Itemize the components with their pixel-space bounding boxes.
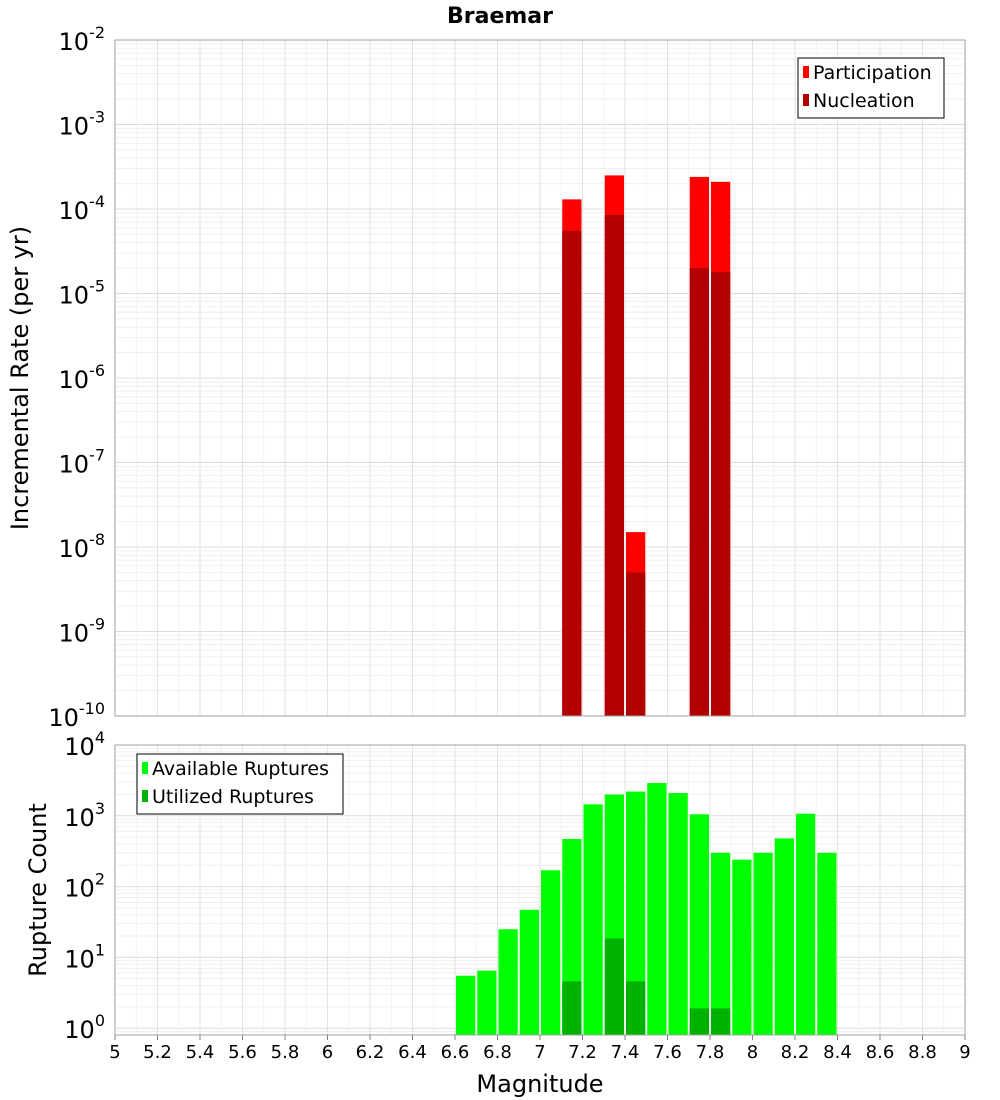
legend-swatch [142,790,148,802]
x-tick-label: 8.2 [781,1042,810,1063]
x-tick-label: 5.8 [271,1042,300,1063]
bottom-bar-available-ruptures [817,852,837,1035]
bottom-bar-available-ruptures [519,909,539,1035]
top-bar-nucleation [604,214,624,716]
legend-label: Participation [813,62,932,84]
top-legend-box [797,57,945,119]
bottom-bar-utilized-ruptures [562,981,582,1035]
top-bar-nucleation [626,572,646,716]
x-tick-label: 6.8 [483,1042,512,1063]
bottom-bar-available-ruptures [689,814,709,1035]
x-tick-label: 6.6 [441,1042,470,1063]
top-bar-nucleation [562,230,582,717]
top-y-tick-label: 10-7 [59,446,106,479]
bottom-legend-box [136,753,344,815]
bottom-bar-utilized-ruptures [689,1008,709,1035]
x-tick-label: 5 [109,1042,120,1063]
bottom-y-tick-label: 100 [64,1011,105,1044]
top-y-tick-label: 10-9 [59,615,106,648]
legend-swatch [803,66,809,78]
bottom-bar-utilized-ruptures [626,981,646,1035]
x-tick-label: 6.2 [356,1042,385,1063]
x-tick-label: 8 [747,1042,758,1063]
bottom-bar-available-ruptures [647,783,667,1035]
bottom-y-tick-label: 103 [64,799,105,832]
x-axis-label: Magnitude [476,1070,603,1098]
top-y-tick-label: 10-4 [59,192,106,225]
x-tick-label: 8.4 [823,1042,852,1063]
chart-title: Braemar [447,4,553,29]
bottom-bar-available-ruptures [456,975,476,1035]
bottom-bar-available-ruptures [774,838,794,1035]
x-tick-label: 7.2 [568,1042,597,1063]
bottom-y-tick-label: 101 [64,940,105,973]
x-tick-label: 5.6 [228,1042,257,1063]
top-y-tick-label: 10-8 [59,530,106,563]
x-tick-label: 8.8 [908,1042,937,1063]
bottom-bar-available-ruptures [498,929,518,1035]
bottom-bar-available-ruptures [732,859,752,1035]
x-tick-label: 7.8 [696,1042,725,1063]
bottom-bar-available-ruptures [796,813,816,1035]
legend-swatch [803,94,809,106]
top-y-tick-label: 10-5 [59,277,106,310]
top-y-tick-label: 10-6 [59,361,106,394]
x-tick-label: 6.4 [398,1042,427,1063]
x-tick-label: 7.6 [653,1042,682,1063]
bottom-bar-utilized-ruptures [711,1008,731,1035]
bottom-legend: Available Ruptures Utilized Ruptures [136,753,344,815]
bottom-bar-available-ruptures [711,852,731,1035]
top-y-tick-label: 10-2 [59,23,106,56]
bottom-y-tick-label: 104 [64,728,105,761]
x-tick-label: 8.6 [866,1042,895,1063]
x-tick-label: 7 [534,1042,545,1063]
bottom-bar-available-ruptures [753,852,773,1035]
bottom-bar-utilized-ruptures [604,938,624,1035]
top-legend: Participation Nucleation [797,57,945,119]
legend-label: Utilized Ruptures [152,786,314,808]
legend-label: Nucleation [813,90,915,112]
plot-area-group: 10-10 10-9 10-8 10-7 10-6 10-5 10-4 10-3 10-2 Par… [48,23,970,1063]
top-panel: 10-10 10-9 10-8 10-7 10-6 10-5 10-4 10-3 10-2 Par… [48,23,966,732]
top-y-tick-label: 10-10 [48,699,105,732]
bottom-bar-available-ruptures [626,791,646,1035]
bottom-bar-available-ruptures [583,804,603,1035]
bottom-bar-available-ruptures [477,970,497,1035]
bottom-bar-available-ruptures [541,870,561,1035]
x-tick-label: 6 [322,1042,333,1063]
x-tick-label: 5.2 [143,1042,172,1063]
x-tick-label: 7.4 [611,1042,640,1063]
top-y-axis-label: Incremental Rate (per yr) [6,226,34,530]
top-bar-nucleation [689,268,709,716]
bottom-bar-available-ruptures [668,792,688,1035]
top-plot-frame [114,39,966,717]
legend-label: Available Ruptures [152,758,329,780]
top-bar-nucleation [711,271,731,716]
bottom-y-tick-label: 102 [64,870,105,903]
x-tick-label: 9 [959,1042,970,1063]
top-y-tick-label: 10-3 [59,108,106,141]
bottom-panel: 100 101 102 103 104 5 5.2 5.4 5.6 5.8 6 6.2 6.4 6.6 6.… [64,728,970,1063]
bottom-y-axis-label: Rupture Count [24,803,52,977]
legend-swatch [142,762,148,774]
x-tick-label: 5.4 [186,1042,215,1063]
